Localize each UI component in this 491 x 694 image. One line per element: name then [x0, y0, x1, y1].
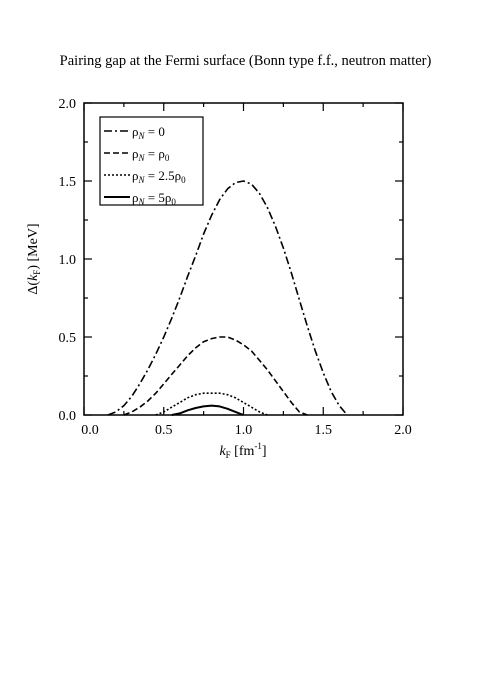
y-tick-label-3: 1.5 [59, 175, 77, 190]
x-axis-title: kF [fm-1] [219, 441, 266, 460]
legend-label-2: ρN = 2.5ρ0 [132, 168, 186, 185]
series-line-1 [123, 336, 308, 416]
series-line-0 [107, 180, 348, 416]
legend-label-0: ρN = 0 [132, 124, 165, 141]
x-tick-label-1: 0.5 [155, 423, 173, 438]
x-tick-label-0: 0.0 [81, 423, 99, 438]
y-tick-label-1: 0.5 [59, 331, 77, 346]
chart-title: Pairing gap at the Fermi surface (Bonn t… [59, 53, 432, 69]
legend-label-3: ρN = 5ρ0 [132, 190, 176, 207]
ticks-layer [83, 102, 404, 416]
series-line-2 [155, 392, 268, 416]
x-tick-label-2: 1.0 [235, 423, 253, 438]
y-tick-label-2: 1.0 [59, 253, 77, 268]
x-tick-label-4: 2.0 [394, 423, 412, 438]
marks-layer [107, 180, 348, 416]
labels-layer: 0.0 0.5 1.0 1.5 2.0 0.0 0.5 1.0 1.5 2.0 [59, 97, 412, 438]
y-tick-label-0: 0.0 [59, 409, 77, 424]
y-tick-label-4: 2.0 [59, 97, 77, 112]
y-axis-title: Δ(kF) [MeV] [26, 223, 42, 294]
series-line-3 [171, 404, 244, 416]
x-tick-label-3: 1.5 [315, 423, 333, 438]
legend-box [99, 116, 204, 206]
legend-label-1: ρN = ρ0 [132, 146, 170, 163]
legend: ρN = 0 ρN = ρ0 ρN = 2.5ρ0 ρN = 5ρ0 [99, 116, 204, 207]
